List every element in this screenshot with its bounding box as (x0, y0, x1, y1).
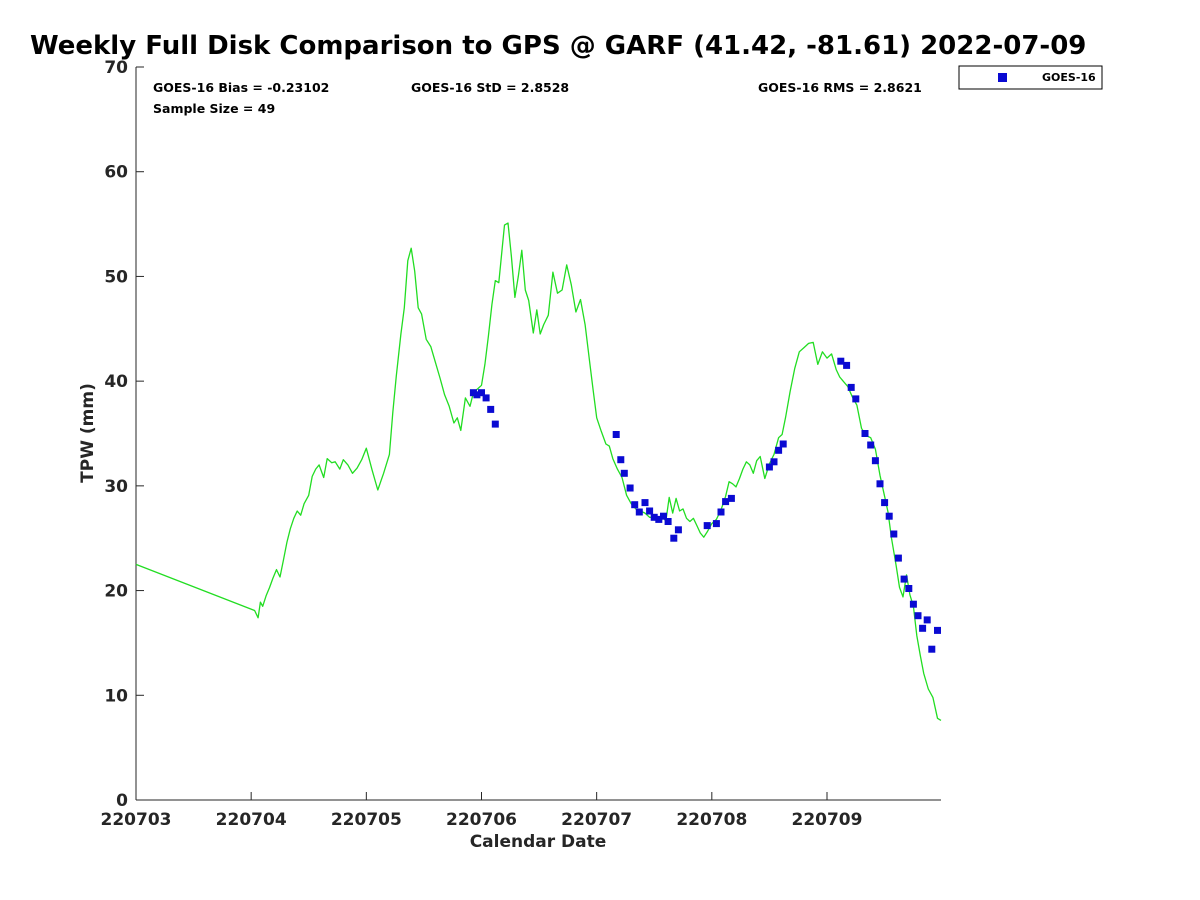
legend: GOES-16 (958, 65, 1103, 90)
goes-16-point (635, 508, 643, 516)
goes-16-point (641, 499, 649, 507)
x-axis-label: Calendar Date (470, 832, 607, 852)
goes-16-point (770, 458, 778, 466)
goes-16-point (612, 431, 620, 438)
goes-16-point (876, 480, 884, 488)
goes-16-point (482, 394, 490, 402)
x-tick-label: 220707 (561, 810, 632, 830)
goes-16-point (847, 383, 855, 391)
goes-16-point (919, 624, 927, 632)
goes-16-point (660, 512, 667, 520)
goes-16-point (905, 585, 913, 592)
goes-16-point (890, 530, 898, 538)
y-tick-label: 30 (104, 477, 128, 497)
y-axis-label: TPW (mm) (78, 383, 98, 483)
goes-16-point (900, 575, 908, 583)
goes-16-point (852, 395, 860, 403)
stat-rms: GOES-16 RMS = 2.8621 (758, 80, 922, 95)
goes-16-point (717, 508, 725, 516)
goes-16-point (765, 463, 773, 471)
y-tick-label: 50 (104, 267, 128, 287)
y-tick-label: 40 (104, 372, 128, 392)
goes-16-point (631, 501, 639, 509)
x-tick-label: 220708 (676, 810, 747, 830)
y-tick-label: 60 (104, 163, 128, 183)
x-tick-label: 220709 (791, 810, 862, 830)
legend-marker-goes-16 (998, 73, 1007, 82)
plot-axes: 0 10 20 30 40 50 60 70 220703 220704 220705 220706 2… (101, 58, 941, 830)
stat-bias: GOES-16 Bias = -0.23102 (153, 80, 329, 95)
goes-16-point (909, 600, 917, 608)
goes-16-point (487, 405, 495, 413)
x-tick-label: 220703 (101, 810, 172, 830)
gps-tpw-line (135, 222, 942, 721)
y-tick-label: 20 (104, 582, 128, 602)
goes-16-point (664, 518, 672, 525)
plot-marks (135, 222, 942, 721)
x-tick-label: 220705 (331, 810, 402, 830)
goes-16-point (703, 522, 711, 530)
y-tick-label: 10 (104, 686, 128, 706)
goes-16-point (871, 457, 879, 465)
goes-16-point (779, 440, 787, 448)
goes-16-point (923, 616, 931, 624)
goes-16-point (478, 389, 485, 397)
goes-16-point (626, 484, 634, 492)
goes-16-point (491, 420, 499, 428)
goes-16-point (861, 430, 869, 437)
goes-16-point (655, 515, 663, 523)
y-tick-label: 70 (104, 58, 128, 78)
goes-16-point (894, 554, 902, 562)
chart-title: Weekly Full Disk Comparison to GPS @ GAR… (30, 31, 1086, 61)
goes-16-point (914, 612, 922, 620)
goes-16-point (646, 507, 654, 515)
stats-panel: GOES-16 Bias = -0.23102 GOES-16 StD = 2.… (153, 80, 922, 116)
goes-16-point (670, 534, 678, 542)
x-tick-label: 220706 (446, 810, 517, 830)
x-tick-label: 220704 (216, 810, 287, 830)
stat-sample-size: Sample Size = 49 (153, 101, 275, 116)
goes-16-point (650, 513, 658, 521)
goes-16-point (837, 357, 845, 365)
goes-16-point (928, 645, 936, 653)
goes-16-point (885, 512, 893, 520)
goes-16-point (712, 520, 720, 528)
legend-label-goes-16: GOES-16 (1042, 71, 1096, 84)
stat-std: GOES-16 StD = 2.8528 (411, 80, 569, 95)
y-tick-label: 0 (116, 791, 128, 811)
goes-16-point (727, 494, 735, 502)
goes-16-point (867, 441, 875, 449)
goes-16-point (617, 456, 625, 464)
goes-16-point (620, 469, 628, 477)
goes-16-point (674, 526, 682, 534)
goes-16-point (843, 361, 851, 369)
goes-16-point (722, 498, 730, 506)
goes-16-point (881, 499, 889, 507)
goes-16-point (775, 446, 783, 454)
legend-box (958, 65, 1103, 90)
goes-16-point (473, 391, 481, 399)
goes-16-point (934, 626, 941, 634)
